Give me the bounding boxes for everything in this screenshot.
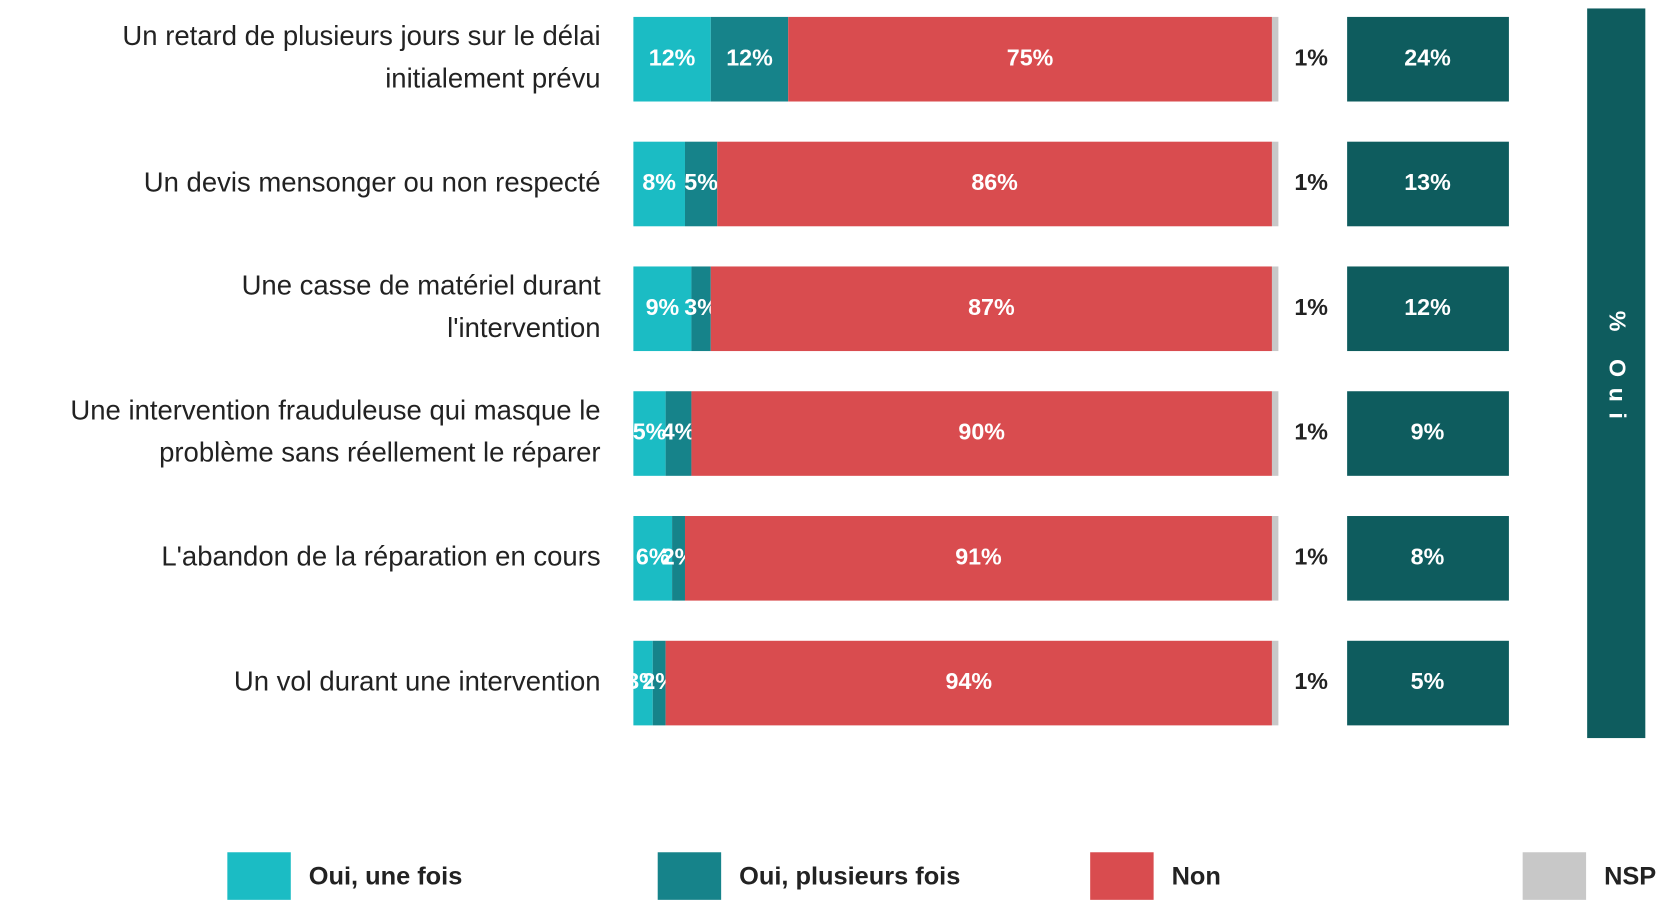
total-label: 12% <box>1404 294 1451 320</box>
bar-segment <box>1271 141 1279 227</box>
bar-segment <box>691 391 1272 476</box>
total-box <box>1347 16 1509 102</box>
total-box <box>1347 391 1509 476</box>
bar-segment <box>1271 640 1279 726</box>
bar-segment <box>633 391 666 476</box>
data-label: 4% <box>662 419 696 445</box>
legend-swatch <box>657 852 722 900</box>
data-label: 12% <box>649 44 696 70</box>
data-label: 90% <box>958 419 1005 445</box>
data-label: 1% <box>1294 668 1328 694</box>
plot: Un retard de plusieurs jours sur le déla… <box>70 8 1656 900</box>
category-label: Un retard de plusieurs jours sur le déla… <box>122 20 600 93</box>
legend-swatch <box>1522 852 1587 900</box>
total-box <box>1347 640 1509 726</box>
total-box <box>1347 516 1509 601</box>
legend-label: Oui, une fois <box>309 862 463 890</box>
data-label: 8% <box>642 169 676 195</box>
data-label: 1% <box>1294 543 1328 569</box>
data-label: 1% <box>1294 44 1328 70</box>
total-header-label: % Oui <box>1605 311 1631 430</box>
total-box <box>1347 141 1509 227</box>
bar-segment <box>684 516 1272 601</box>
total-label: 9% <box>1411 419 1445 445</box>
data-label: 9% <box>646 294 680 320</box>
category-label: Une intervention frauduleuse qui masque … <box>70 395 600 468</box>
data-label: 91% <box>955 543 1002 569</box>
bar-segment <box>710 266 1272 352</box>
data-label: 6% <box>636 543 670 569</box>
data-label: 1% <box>1294 419 1328 445</box>
bar-segment <box>633 640 653 726</box>
bar-segment <box>717 141 1272 227</box>
legend-label: NSP <box>1604 862 1656 890</box>
data-label: 1% <box>1294 169 1328 195</box>
legend-label: Oui, plusieurs fois <box>739 862 960 890</box>
bar-segment <box>633 16 711 102</box>
bar-segment <box>665 640 1272 726</box>
total-label: 5% <box>1411 668 1445 694</box>
total-header <box>1587 8 1646 739</box>
category-label: Un vol durant une intervention <box>234 665 601 696</box>
category-label: Une casse de matériel durant l'interventi… <box>242 270 601 343</box>
data-label: 87% <box>968 294 1015 320</box>
bar-segment <box>665 391 692 476</box>
bar-segment <box>1271 391 1279 476</box>
legend-swatch <box>1090 852 1154 900</box>
category-label: L'abandon de la réparation en cours <box>161 541 600 572</box>
data-label: 5% <box>684 169 718 195</box>
total-box <box>1347 266 1509 352</box>
data-label: 86% <box>971 169 1018 195</box>
bar-segment <box>1271 266 1279 352</box>
bar-segment <box>1271 516 1279 601</box>
data-label: 12% <box>726 44 773 70</box>
legend-swatch <box>227 852 291 900</box>
bar-segment <box>633 266 692 352</box>
bar-segment <box>633 516 673 601</box>
bar-segment <box>1271 16 1279 102</box>
bar-segment <box>788 16 1272 102</box>
bar-segment <box>691 266 711 352</box>
total-label: 13% <box>1404 169 1451 195</box>
bar-segment <box>672 516 685 601</box>
legend-label: Non <box>1172 862 1221 890</box>
bar-segment <box>710 16 789 102</box>
data-label: 5% <box>633 419 667 445</box>
category-label: Un devis mensonger ou non respecté <box>144 166 601 197</box>
total-label: 24% <box>1404 44 1451 70</box>
bar-segment <box>684 141 718 227</box>
data-label: 75% <box>1007 44 1054 70</box>
data-label: 1% <box>1294 294 1328 320</box>
total-label: 8% <box>1411 543 1445 569</box>
data-label: 94% <box>946 668 993 694</box>
bar-segment <box>633 141 685 227</box>
bar-segment <box>652 640 666 726</box>
